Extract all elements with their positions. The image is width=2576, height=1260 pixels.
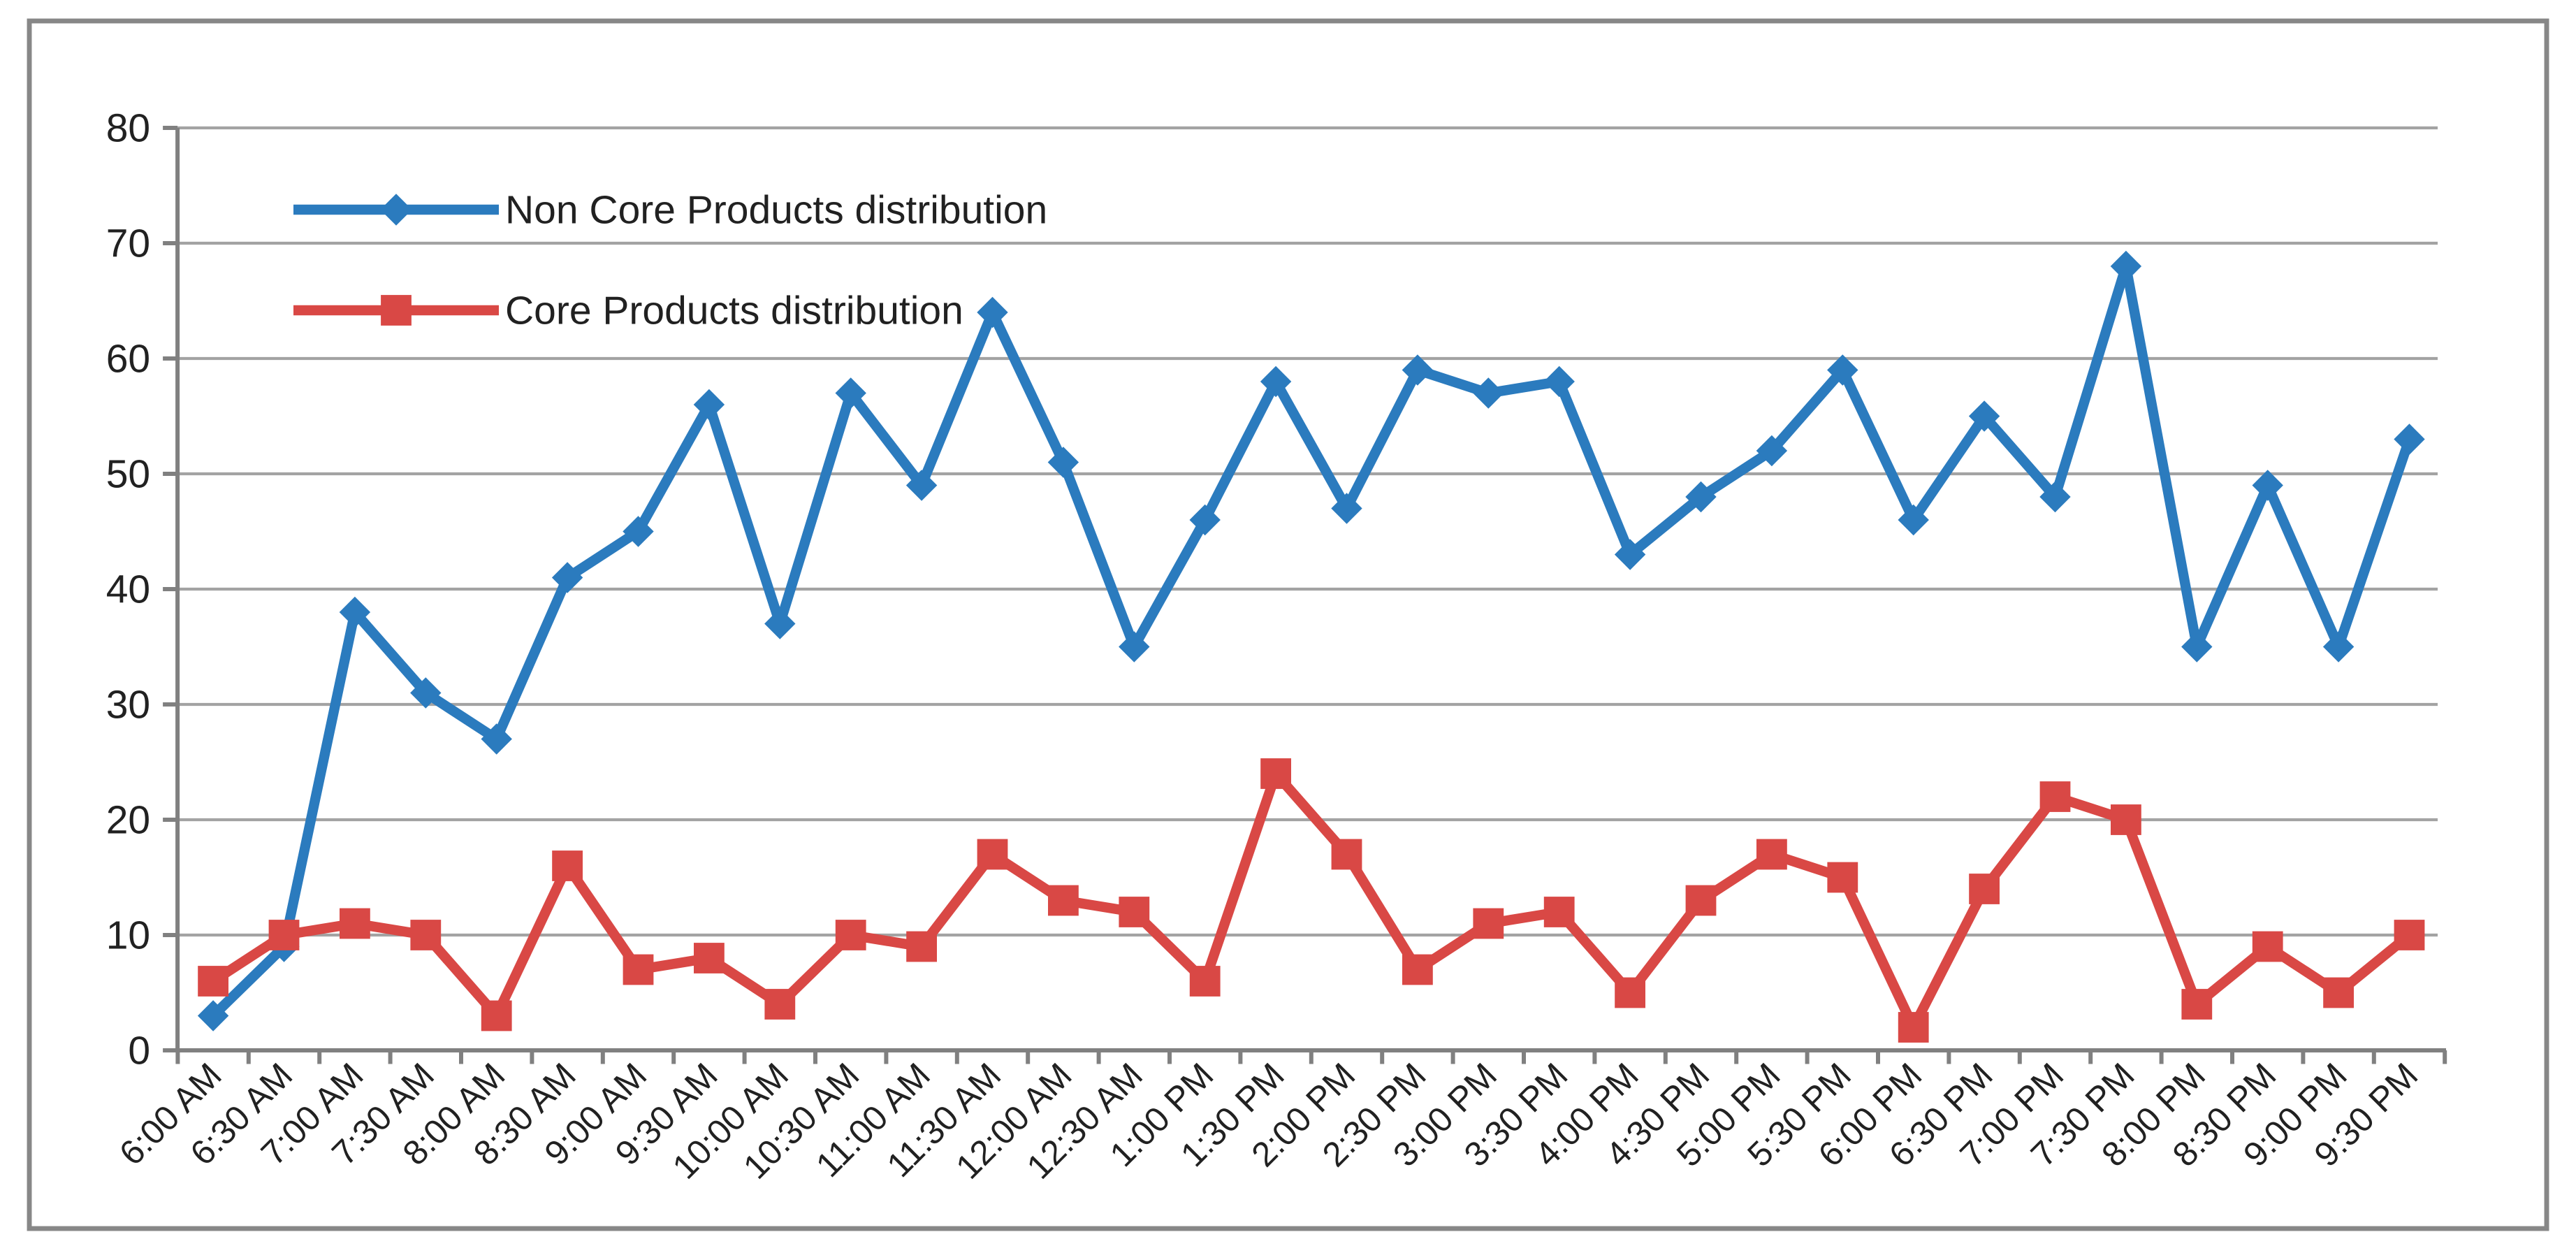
legend: Non Core Products distribution Core Prod… [293,188,1047,333]
y-axis-tick-label: 20 [106,798,150,843]
data-point-square [2039,781,2071,812]
data-point-square [1756,839,1787,870]
legend-diamond-marker-icon [380,194,412,226]
data-point-diamond [1968,400,2000,432]
data-point-diamond [1756,435,1788,467]
y-axis-tick-label: 80 [106,106,150,151]
data-point-square [1260,758,1291,789]
y-axis-tick-label: 70 [106,222,150,266]
data-point-square [694,943,725,973]
series-line-0 [208,261,2415,1021]
data-point-diamond [197,1000,229,1031]
gridlines-layer [177,126,2438,937]
data-point-square [1543,897,1575,927]
data-point-diamond [2110,250,2142,282]
data-point-diamond [1189,504,1221,536]
data-point-square [835,920,866,950]
axes-layer [163,126,2447,1064]
data-point-diamond [1898,504,1929,536]
data-point-diamond [693,389,725,421]
series-line-1 [208,768,2415,1033]
data-point-diamond [905,470,938,501]
data-point-diamond [2039,481,2071,513]
y-axis-tick-label: 60 [106,337,150,382]
legend-label-non-core: Non Core Products distribution [505,188,1047,233]
data-point-square [1969,874,2000,904]
y-axis-tick-label: 30 [106,683,150,727]
data-point-diamond [623,516,654,547]
data-point-diamond [835,377,866,409]
data-point-square [2394,920,2425,950]
data-point-diamond [1047,447,1079,478]
data-point-square [1685,885,1717,916]
y-axis-tick-label: 50 [106,452,150,497]
data-point-square [340,908,370,939]
data-point-diamond [1119,631,1150,662]
data-point-square [1473,908,1504,939]
data-point-diamond [1543,365,1575,398]
data-point-diamond [1614,539,1646,570]
data-point-square [1119,897,1150,927]
data-point-square [552,850,583,881]
data-point-diamond [1473,377,1504,409]
series-layer [197,250,2425,1043]
y-axis-tick-label: 10 [106,913,150,958]
y-axis-tick-label: 0 [128,1029,150,1073]
data-point-diamond [764,608,796,639]
data-point-square [623,954,654,985]
data-point-diamond [2394,423,2425,455]
chart-outer-border [27,18,2549,1231]
data-point-square [2181,989,2213,1020]
data-point-diamond [2181,631,2213,662]
data-point-square [906,931,937,962]
data-point-square [2252,931,2283,962]
legend-label-core: Core Products distribution [505,289,963,333]
data-point-square [481,1000,512,1031]
data-point-diamond [2252,470,2283,501]
data-point-diamond [1331,493,1362,524]
y-axis-tick-label: 40 [106,567,150,612]
data-point-square [764,989,796,1020]
data-point-square [1827,862,1858,893]
data-point-square [1898,1012,1929,1043]
data-point-diamond [977,296,1008,328]
data-point-square [1189,966,1221,997]
data-point-diamond [551,562,583,593]
legend-square-marker-icon [381,295,412,326]
data-point-square [198,966,228,997]
data-point-diamond [339,596,371,628]
data-point-square [268,920,300,950]
data-point-diamond [1685,481,1717,513]
data-point-square [977,839,1008,870]
data-point-square [1402,954,1433,985]
data-point-square [2111,804,2141,835]
data-point-square [410,920,442,950]
data-point-diamond [1827,354,1858,386]
data-point-square [1048,885,1079,916]
data-point-square [1331,839,1362,870]
data-point-square [1615,977,1645,1008]
data-point-square [2323,977,2354,1008]
